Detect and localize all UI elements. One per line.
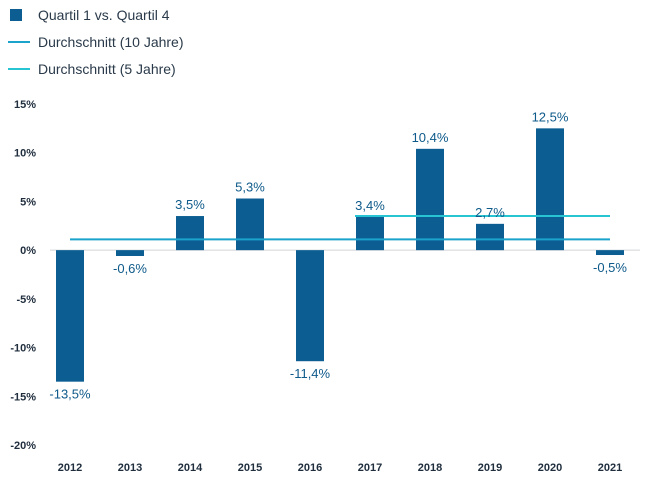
legend-label: Quartil 1 vs. Quartil 4 — [38, 7, 170, 23]
x-axis: 2012 2013 2014 2015 2016 2017 2018 2019 2020 2021 — [58, 462, 622, 474]
x-tick-label: 2021 — [598, 462, 622, 474]
y-tick-label: 5% — [20, 196, 36, 208]
bar-2012 — [56, 250, 84, 382]
bar-series — [56, 128, 624, 382]
legend-item-avg-5: Durchschnitt (5 Jahre) — [8, 61, 176, 77]
x-tick-label: 2014 — [178, 462, 203, 474]
legend-item-avg-10: Durchschnitt (10 Jahre) — [8, 34, 184, 50]
legend-label: Durchschnitt (5 Jahre) — [38, 61, 176, 77]
bar-2020 — [536, 128, 564, 251]
bar-2021 — [596, 250, 624, 256]
bar-2018 — [416, 148, 444, 251]
x-tick-label: 2012 — [58, 462, 82, 474]
data-label-2018: 10,4% — [412, 130, 449, 145]
bar-2014 — [176, 216, 204, 251]
legend-item-quartile: Quartil 1 vs. Quartil 4 — [10, 7, 170, 23]
bar-2019 — [476, 223, 504, 251]
data-label-2017: 3,4% — [355, 198, 385, 213]
x-tick-label: 2015 — [238, 462, 262, 474]
y-tick-label: 15% — [14, 99, 36, 111]
y-tick-label: 10% — [14, 148, 36, 160]
data-label-2021: -0,5% — [593, 260, 627, 275]
y-tick-label: -15% — [10, 391, 36, 403]
data-label-2015: 5,3% — [235, 180, 265, 195]
x-tick-label: 2017 — [358, 462, 382, 474]
bar-2016 — [296, 250, 324, 362]
x-tick-label: 2013 — [118, 462, 142, 474]
bar-2017 — [356, 217, 384, 251]
y-tick-label: -10% — [10, 343, 36, 355]
x-tick-label: 2016 — [298, 462, 322, 474]
data-label-2012: -13,5% — [49, 387, 91, 402]
x-tick-label: 2018 — [418, 462, 442, 474]
data-labels: -13,5% -0,6% 3,5% 5,3% -11,4% 3,4% 10,4% 2,7% 12… — [49, 109, 627, 401]
data-label-2020: 12,5% — [532, 109, 569, 124]
data-label-2014: 3,5% — [175, 197, 205, 212]
legend-swatch-bar — [10, 9, 22, 21]
bar-2013 — [116, 250, 144, 256]
y-tick-label: 0% — [20, 245, 36, 257]
legend: Quartil 1 vs. Quartil 4 Durchschnitt (10 … — [8, 7, 184, 77]
x-tick-label: 2019 — [478, 462, 502, 474]
data-label-2019: 2,7% — [475, 205, 505, 220]
y-tick-label: -20% — [10, 440, 36, 452]
average-lines — [70, 215, 610, 241]
x-tick-label: 2020 — [538, 462, 562, 474]
y-axis: 15% 10% 5% 0% -5% -10% -15% -20% — [10, 99, 36, 452]
y-tick-label: -5% — [16, 294, 36, 306]
bar-2015 — [236, 198, 264, 251]
legend-label: Durchschnitt (10 Jahre) — [38, 34, 184, 50]
data-label-2013: -0,6% — [113, 261, 147, 276]
data-label-2016: -11,4% — [290, 366, 331, 381]
